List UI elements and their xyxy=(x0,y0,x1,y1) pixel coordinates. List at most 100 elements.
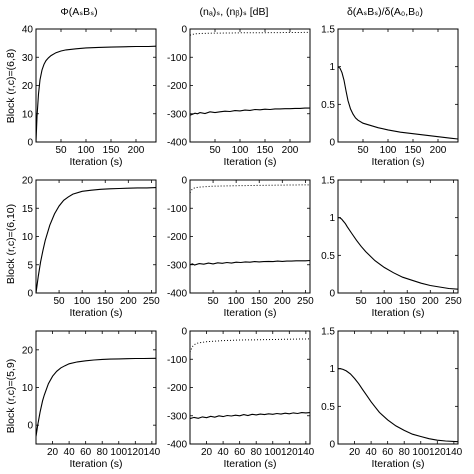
x-tick-label: 100 xyxy=(380,145,397,156)
y-tick-label: 0 xyxy=(27,421,33,432)
column-title-noise-db: (nₐ)ₛ, (nᵦ)ₛ [dB] xyxy=(200,6,269,18)
y-tick-label: 10 xyxy=(22,232,34,243)
series-line-solid xyxy=(36,45,156,142)
series-line-dotted xyxy=(190,338,310,353)
x-tick-label: 50 xyxy=(357,145,369,156)
x-tick-label: 150 xyxy=(399,296,416,307)
row-label-block-6-10: Block (r,c)=(6,10) xyxy=(5,204,17,284)
x-tick-label: 150 xyxy=(103,145,120,156)
y-tick-label: 1 xyxy=(329,62,335,73)
series-line-solid xyxy=(36,187,156,293)
column-title-delta-ratio: δ(AₛBₛ)/δ(A₀,B₀) xyxy=(347,6,423,18)
row-label-block-6-8: Block (r,c)=(6,8) xyxy=(5,49,17,123)
series-line-solid xyxy=(36,357,156,437)
x-tick-label: 50 xyxy=(208,296,220,307)
series-line-solid xyxy=(338,217,458,290)
y-tick-label: 0 xyxy=(329,138,335,149)
x-tick-label: 100 xyxy=(264,447,281,458)
y-tick-label: 0.5 xyxy=(321,402,335,413)
column-title-phi: Φ(AₛBₛ) xyxy=(60,6,97,18)
y-tick-label: 15 xyxy=(22,204,34,215)
x-tick-label: 250 xyxy=(445,296,462,307)
x-tick-label: 50 xyxy=(209,145,221,156)
x-tick-label: 150 xyxy=(251,296,268,307)
y-tick-label: -400 xyxy=(167,440,187,451)
y-tick-label: 5 xyxy=(27,260,33,271)
column-titles: Φ(AₛBₛ) (nₐ)ₛ, (nᵦ)ₛ [dB] δ(AₛBₛ)/δ(A₀,B… xyxy=(60,6,423,18)
x-axis-label: Iteration (s) xyxy=(223,458,276,470)
x-tick-label: 20 xyxy=(47,447,59,458)
row-labels: Block (r,c)=(6,8) Block (r,c)=(6,10) Blo… xyxy=(5,49,17,433)
x-tick-label: 120 xyxy=(127,447,144,458)
x-tick-label: 150 xyxy=(97,296,114,307)
x-tick-label: 40 xyxy=(64,447,76,458)
y-tick-label: -300 xyxy=(167,411,187,422)
y-tick-label: 0 xyxy=(27,138,33,149)
y-tick-label: 0 xyxy=(329,440,335,451)
y-tick-label: -200 xyxy=(167,383,187,394)
y-tick-label: 1 xyxy=(329,364,335,375)
plot-frame xyxy=(189,28,311,143)
x-tick-label: 200 xyxy=(422,296,439,307)
y-tick-label: 40 xyxy=(22,25,34,36)
x-tick-label: 200 xyxy=(120,296,137,307)
plot-frame xyxy=(337,179,459,294)
y-tick-label: -100 xyxy=(167,204,187,215)
y-tick-label: -200 xyxy=(167,232,187,243)
plot-frame xyxy=(35,179,157,294)
y-tick-label: 20 xyxy=(22,345,34,356)
plot-frame xyxy=(337,28,459,143)
chart-panel-r1-c2: 50 100 150 200 250 0 0.5 1 1.5 Iteration (s) xyxy=(321,176,462,320)
series-line-solid xyxy=(190,259,310,266)
chart-panel-r1-c0: 50 100 150 200 250 0 5 10 15 20 Iteration (s) xyxy=(22,176,160,320)
row-label-block-5-9: Block (r,c)=(5,9) xyxy=(5,359,17,433)
x-tick-label: 60 xyxy=(234,447,246,458)
y-tick-label: 20 xyxy=(22,81,34,92)
x-tick-label: 60 xyxy=(382,447,394,458)
x-tick-label: 100 xyxy=(228,296,245,307)
series-line-solid xyxy=(190,412,310,420)
x-tick-label: 150 xyxy=(257,145,274,156)
plot-frame xyxy=(337,330,459,445)
x-tick-label: 200 xyxy=(274,296,291,307)
y-tick-label: -400 xyxy=(167,138,187,149)
chart-panel-r0-c0: 50 100 150 200 0 10 20 30 40 Iteration (s) xyxy=(22,25,157,168)
y-tick-label: 1 xyxy=(329,213,335,224)
x-axis-label: Iteration (s) xyxy=(371,458,424,470)
series-line-solid xyxy=(338,66,458,140)
y-tick-label: 0 xyxy=(181,176,187,187)
chart-panel-r0-c2: 50 100 150 200 0 0.5 1 1.5 Iteration (s) xyxy=(321,25,459,168)
x-tick-label: 20 xyxy=(349,447,361,458)
x-axis-label: Iteration (s) xyxy=(223,156,276,168)
series-line-dotted xyxy=(190,31,310,36)
x-tick-label: 100 xyxy=(74,296,91,307)
x-tick-label: 80 xyxy=(251,447,263,458)
x-axis-label: Iteration (s) xyxy=(69,307,122,319)
x-tick-label: 100 xyxy=(376,296,393,307)
x-axis-label: Iteration (s) xyxy=(223,307,276,319)
y-tick-label: 0 xyxy=(27,289,33,300)
x-axis-label: Iteration (s) xyxy=(69,156,122,168)
y-tick-label: -200 xyxy=(167,81,187,92)
plot-frame xyxy=(189,330,311,445)
x-tick-label: 50 xyxy=(55,145,67,156)
x-tick-label: 120 xyxy=(281,447,298,458)
x-tick-label: 250 xyxy=(297,296,314,307)
x-tick-label: 100 xyxy=(232,145,249,156)
x-tick-label: 140 xyxy=(446,447,463,458)
series-line-dotted xyxy=(190,184,310,193)
series-line-solid xyxy=(190,107,310,116)
y-tick-label: -100 xyxy=(167,53,187,64)
y-tick-label: -300 xyxy=(167,260,187,271)
y-tick-label: 0.5 xyxy=(321,100,335,111)
y-tick-label: 0 xyxy=(181,327,187,338)
y-tick-label: 30 xyxy=(22,53,34,64)
y-tick-label: 1.5 xyxy=(321,176,335,187)
x-tick-label: 40 xyxy=(366,447,378,458)
chart-panel-r2-c2: 20 40 60 80 100 120 140 0 0.5 1 1.5 Iteration (s) xyxy=(321,327,463,471)
x-tick-label: 100 xyxy=(78,145,95,156)
x-tick-label: 150 xyxy=(405,145,422,156)
plot-frame xyxy=(189,179,311,294)
